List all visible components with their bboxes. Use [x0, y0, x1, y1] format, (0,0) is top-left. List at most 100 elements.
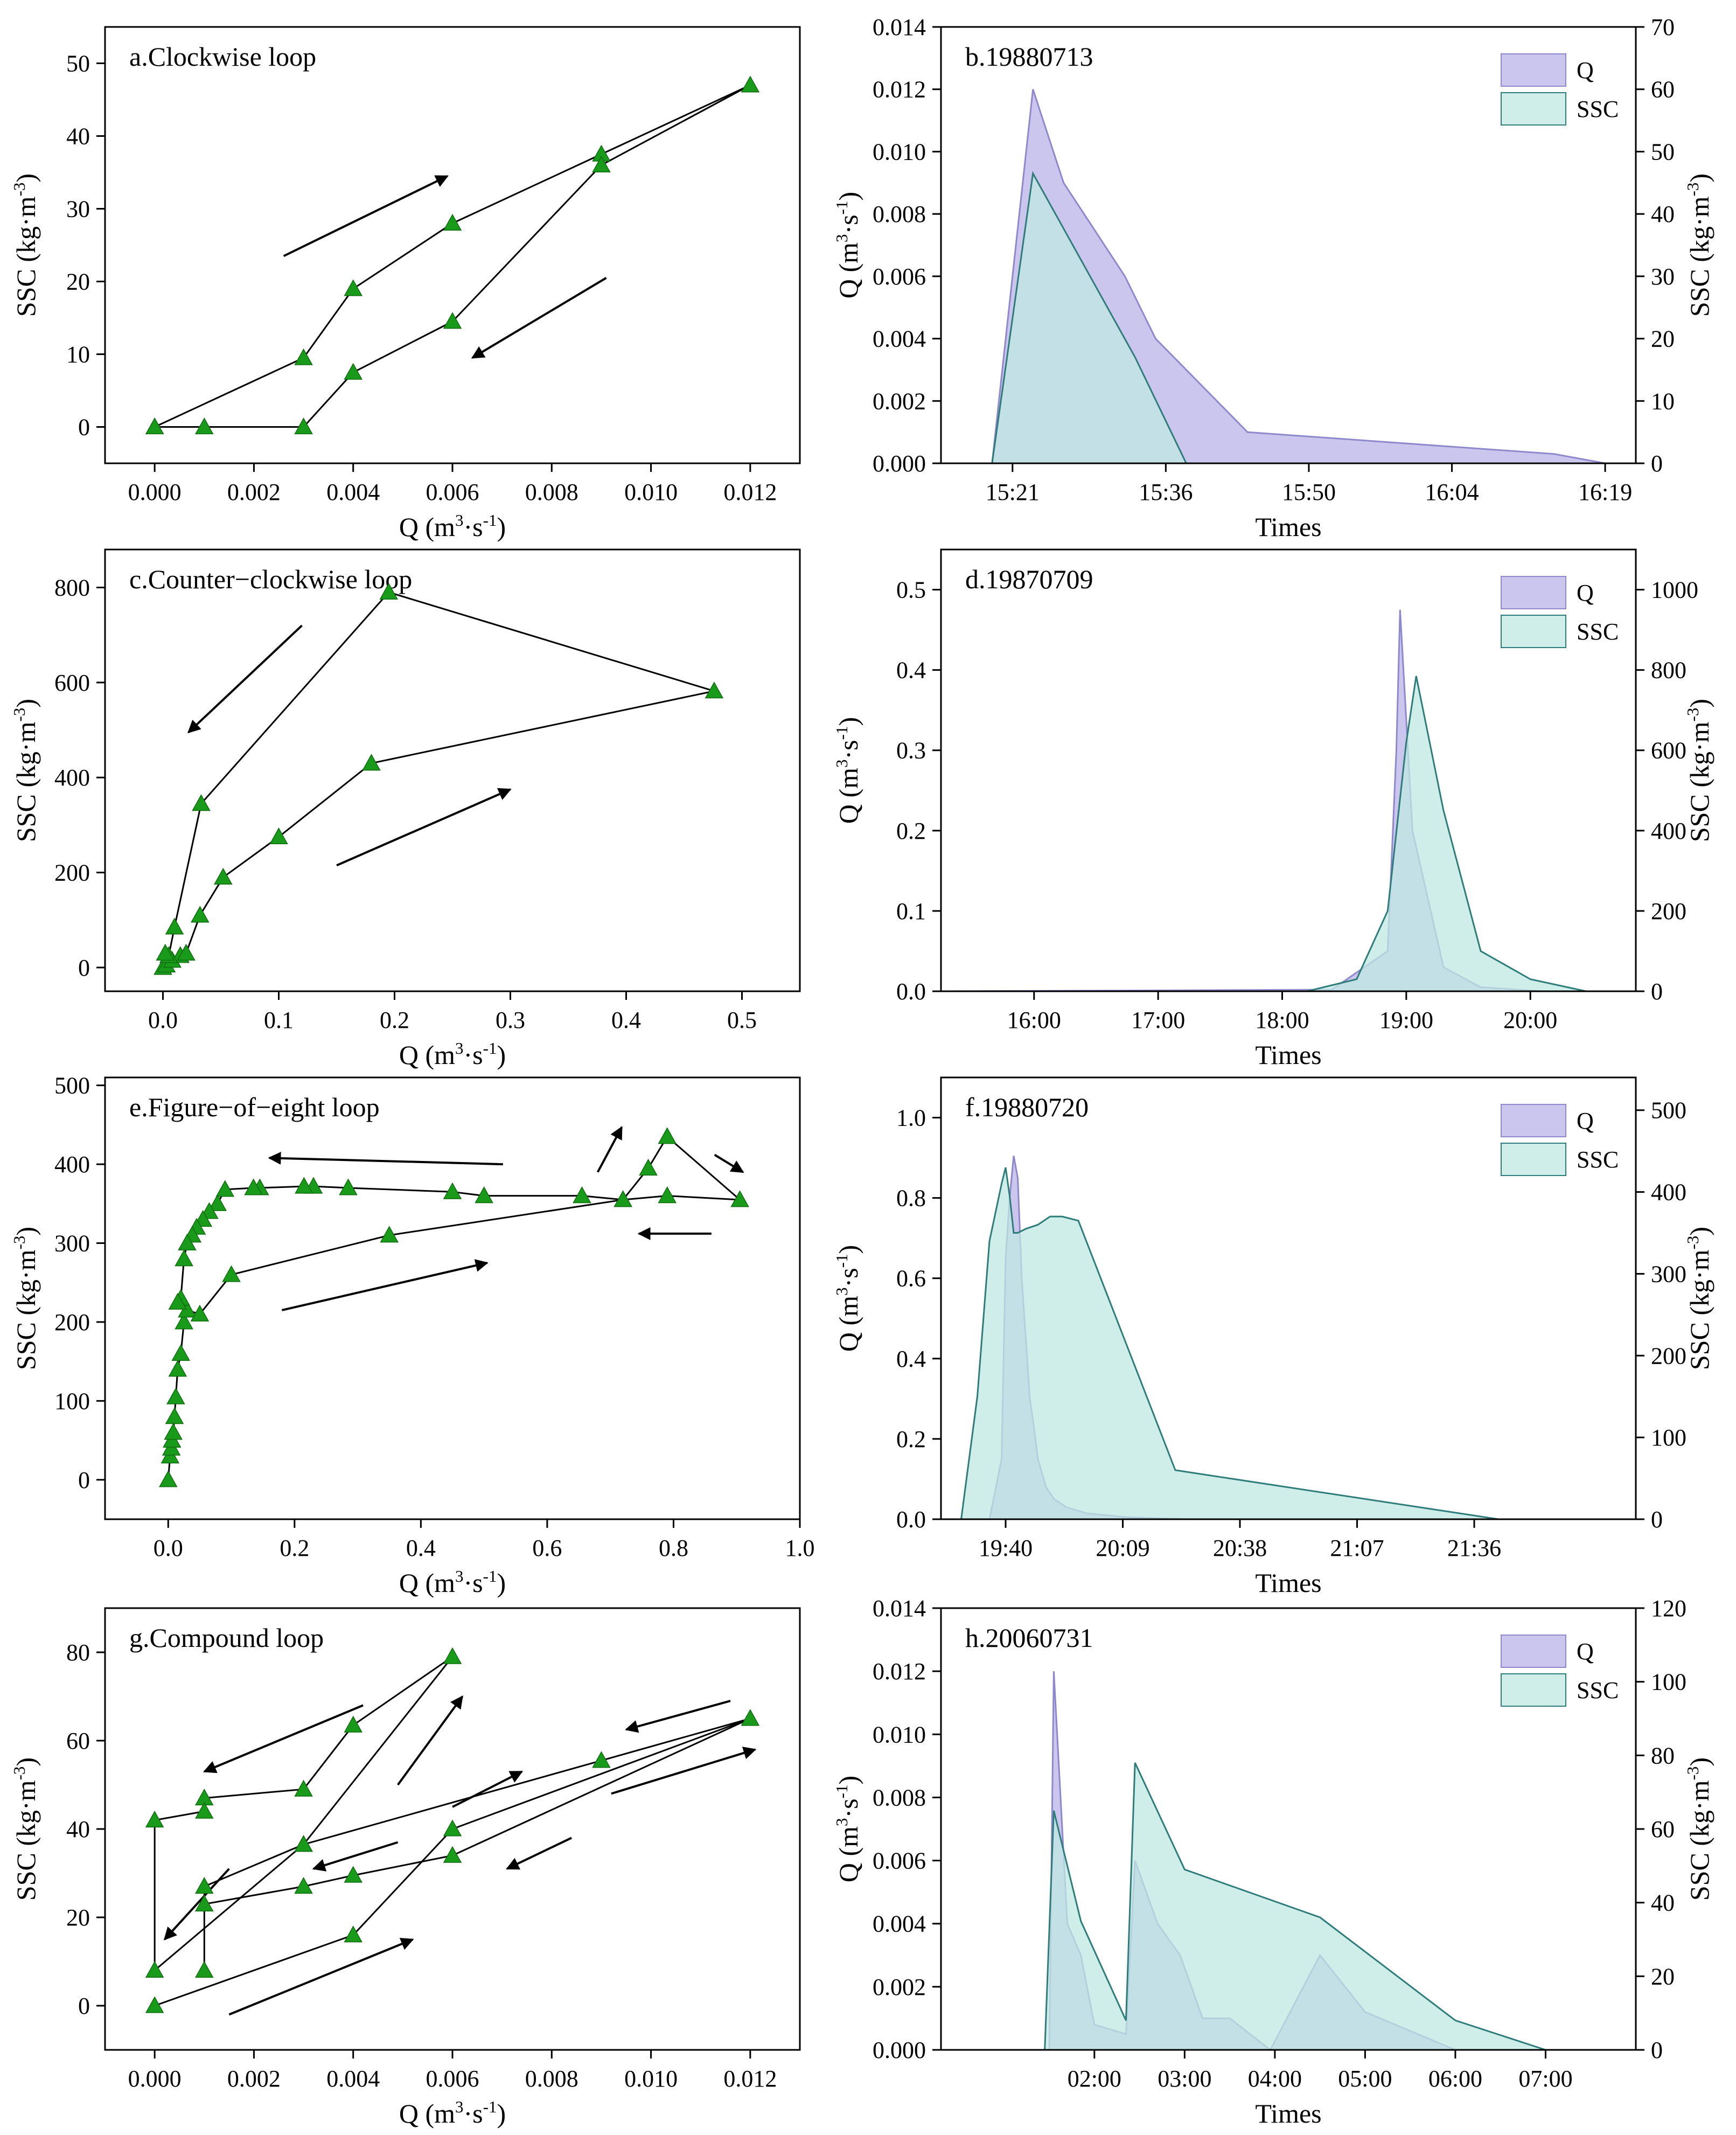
data-point: [592, 1751, 611, 1768]
y-axis-label: SSC (kg·m-3): [10, 699, 41, 842]
direction-arrow: [714, 1153, 744, 1173]
x-axis-label: Times: [1255, 1040, 1321, 1070]
legend-label-ssc: SSC: [1577, 96, 1619, 122]
x-tick-label: 0.006: [426, 2066, 479, 2092]
y2-tick-label: 600: [1651, 738, 1686, 764]
legend-label-ssc: SSC: [1577, 618, 1619, 645]
panel-c: 0.0 0.1 0.2 0.3 0.4 0.5 0 200 400 600 800 Q (m3·s-1…: [10, 548, 801, 1070]
y-tick-label: 800: [54, 575, 90, 601]
data-point: [344, 363, 362, 380]
y-tick-label: 0.2: [896, 1426, 926, 1452]
data-point: [208, 1194, 227, 1211]
data-point: [191, 906, 210, 923]
direction-arrow: [187, 624, 303, 734]
data-point: [380, 1226, 399, 1243]
data-point: [443, 312, 462, 329]
legend-swatch-ssc: [1501, 92, 1566, 126]
y-tick-label: 0.000: [873, 2037, 926, 2063]
x-tick-label: 0.002: [227, 479, 281, 505]
data-point: [294, 1877, 313, 1894]
x-tick-label: 02:00: [1068, 2066, 1121, 2092]
x-tick-label: 21:07: [1330, 1535, 1384, 1561]
panel-title: d.19870709: [965, 564, 1093, 594]
loop-line: [162, 591, 715, 969]
data-point: [379, 582, 399, 600]
y-tick-label: 0.3: [896, 738, 926, 764]
panel-title: c.Counter−clockwise loop: [129, 564, 412, 594]
y-tick-label: 0.0: [896, 1506, 926, 1533]
y-tick-label: 1.0: [896, 1105, 926, 1131]
data-point: [195, 417, 214, 435]
y-tick-label: 0.2: [896, 818, 926, 844]
data-point: [475, 1186, 493, 1204]
y2-tick-label: 70: [1651, 14, 1675, 40]
y-tick-label: 0.012: [873, 77, 926, 103]
loop-line: [154, 84, 751, 428]
y-tick-label: 0.008: [873, 201, 926, 227]
data-point: [165, 1407, 184, 1424]
x-tick-label: 0.4: [611, 1007, 641, 1033]
y2-tick-label: 20: [1651, 1963, 1675, 1990]
y2-tick-label: 60: [1651, 1816, 1675, 1842]
area-ssc: [1034, 676, 1587, 992]
x-axis-label: Times: [1255, 1568, 1321, 1598]
x-tick-label: 0.008: [525, 479, 578, 505]
data-point: [443, 1647, 462, 1664]
panel-a: 0.000 0.002 0.004 0.006 0.008 0.010 0.012 0 10 20…: [10, 26, 801, 542]
data-point: [178, 1233, 197, 1251]
data-point: [294, 417, 313, 435]
direction-arrow: [312, 1841, 399, 1872]
y-tick-label: 0: [78, 414, 90, 441]
x-tick-label: 0.4: [406, 1535, 436, 1561]
y2-tick-label: 10: [1651, 388, 1675, 414]
direction-arrow: [281, 1259, 489, 1311]
x-tick-label: 0.004: [326, 479, 380, 505]
data-point: [730, 1190, 749, 1207]
x-tick-label: 0.5: [727, 1007, 757, 1033]
panel-g: 0.000 0.002 0.004 0.006 0.008 0.010 0.012 0 20 40…: [10, 1607, 801, 2129]
y-axis-label: Q (m3·s-1): [832, 1245, 863, 1352]
y-tick-label: 0.002: [873, 388, 926, 414]
direction-arrow: [163, 1868, 230, 1941]
x-tick-label: 15:21: [986, 479, 1040, 505]
y-tick-label: 100: [54, 1388, 90, 1414]
y-tick-label: 0.000: [873, 450, 926, 477]
data-point: [168, 1360, 187, 1377]
data-point: [168, 1292, 187, 1310]
legend-label-ssc: SSC: [1577, 1677, 1619, 1703]
data-point: [177, 943, 196, 961]
x-tick-label: 15:50: [1282, 479, 1336, 505]
data-point: [145, 1996, 164, 2013]
panel-title: g.Compound loop: [129, 1623, 324, 1653]
x-tick-label: 0.012: [723, 2066, 777, 2092]
y2-tick-label: 30: [1651, 263, 1675, 290]
data-point: [165, 917, 184, 935]
legend-swatch-q: [1501, 1104, 1566, 1137]
data-point: [164, 1423, 183, 1440]
x-tick-label: 0.3: [496, 1007, 525, 1033]
data-point: [145, 1811, 164, 1828]
data-point: [639, 1158, 658, 1176]
legend-label-q: Q: [1577, 1108, 1594, 1134]
data-point: [443, 1846, 462, 1863]
plot-frame: [104, 26, 801, 464]
x-tick-label: 0.6: [532, 1535, 562, 1561]
y-tick-label: 0.5: [896, 577, 926, 603]
y-tick-label: 200: [54, 1309, 90, 1336]
y-tick-label: 400: [54, 1151, 90, 1178]
y-tick-label: 0.004: [873, 326, 926, 352]
y-tick-label: 400: [54, 764, 90, 791]
data-point: [166, 1387, 185, 1404]
panel-title: h.20060731: [965, 1623, 1093, 1653]
direction-arrow: [283, 175, 449, 258]
y-tick-label: 0.012: [873, 1658, 926, 1685]
data-point: [195, 1802, 214, 1819]
legend-label-q: Q: [1577, 580, 1594, 606]
y-tick-label: 30: [66, 196, 90, 222]
x-tick-label: 19:40: [979, 1535, 1033, 1561]
x-axis-label: Times: [1255, 512, 1321, 542]
y2-tick-label: 80: [1651, 1742, 1675, 1769]
y2-tick-label: 400: [1651, 1179, 1686, 1206]
y2-tick-label: 200: [1651, 1343, 1686, 1369]
